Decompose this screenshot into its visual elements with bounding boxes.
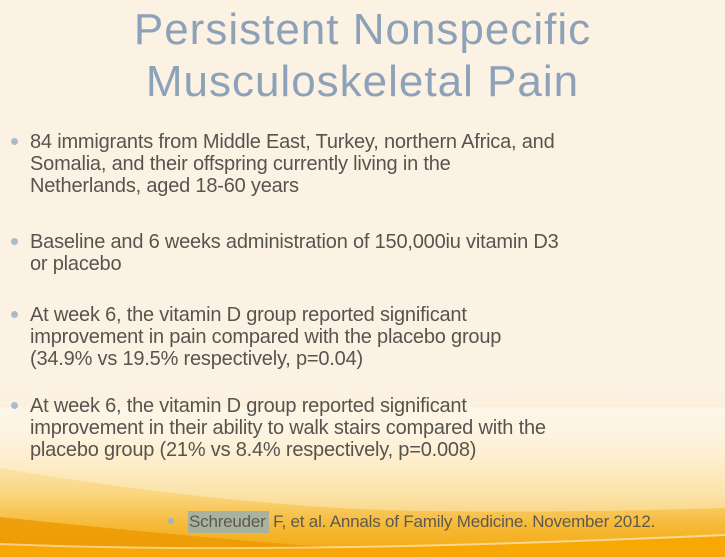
bullet-text: 84 immigrants from Middle East, Turkey, … bbox=[30, 131, 555, 197]
citation-rest: F, et al. Annals of Family Medicine. Nov… bbox=[268, 512, 656, 531]
bullet-item: At week 6, the vitamin D group reported … bbox=[8, 395, 713, 461]
wave-highlight-line bbox=[0, 534, 725, 550]
citation: Schreuder F, et al. Annals of Family Med… bbox=[168, 511, 655, 533]
citation-highlighted-word: Schreuder bbox=[188, 511, 269, 533]
bullet-text: Baseline and 6 weeks administration of 1… bbox=[30, 231, 559, 275]
bullet-icon bbox=[11, 238, 18, 245]
bullet-icon bbox=[11, 402, 18, 409]
bullet-item: Baseline and 6 weeks administration of 1… bbox=[8, 231, 713, 275]
background-waves bbox=[0, 407, 725, 557]
bullet-list: 84 immigrants from Middle East, Turkey, … bbox=[8, 131, 713, 461]
slide-title: Persistent Nonspecific Musculoskeletal P… bbox=[133, 5, 592, 106]
bullet-icon bbox=[168, 518, 174, 524]
bullet-item: At week 6, the vitamin D group reported … bbox=[8, 304, 713, 370]
citation-text: Schreuder F, et al. Annals of Family Med… bbox=[188, 511, 655, 533]
bullet-icon bbox=[11, 311, 18, 318]
wave-white-sweep bbox=[0, 407, 725, 512]
bullet-text: At week 6, the vitamin D group reported … bbox=[30, 395, 546, 461]
bullet-text: At week 6, the vitamin D group reported … bbox=[30, 304, 502, 370]
wave-orange-bright bbox=[0, 536, 725, 557]
bullet-icon bbox=[11, 138, 18, 145]
bullet-item: 84 immigrants from Middle East, Turkey, … bbox=[8, 131, 713, 197]
